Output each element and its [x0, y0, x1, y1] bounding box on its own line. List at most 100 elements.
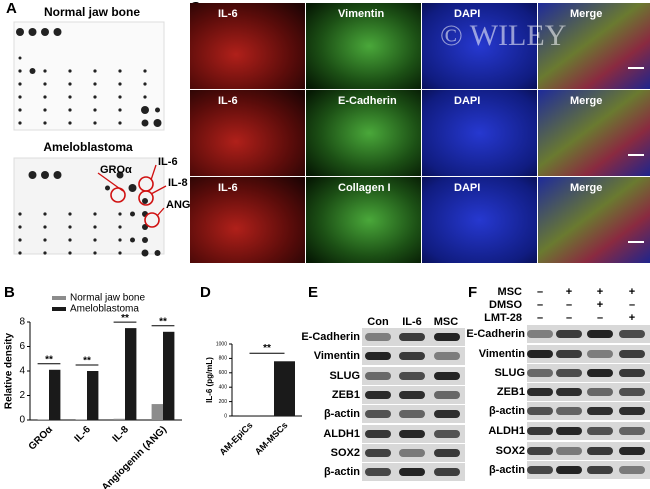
bar [151, 404, 163, 420]
array-dot [18, 225, 22, 229]
array-title: Ameloblastoma [43, 140, 133, 154]
blot-column-label: IL-6 [402, 316, 422, 328]
marker-label: GROα [100, 164, 132, 176]
condition-sign: – [566, 299, 572, 311]
stain-label: IL-6 [218, 182, 238, 194]
blot-band [587, 466, 613, 474]
condition-label: LMT-28 [484, 312, 522, 324]
panel-label: B [4, 284, 15, 301]
array-dot [43, 69, 47, 73]
stain-label: IL-6 [218, 95, 238, 107]
blot-band [587, 427, 613, 435]
blot-band [619, 466, 645, 474]
legend-label: Normal jaw bone [70, 293, 145, 304]
array-dot [43, 225, 47, 229]
blot-band [365, 430, 391, 438]
blot-band [527, 388, 553, 396]
marker-circle [138, 190, 154, 206]
blot-band [556, 447, 582, 455]
array-dot [141, 249, 149, 257]
array-membrane [13, 21, 165, 131]
blot-band [527, 447, 553, 455]
y-axis-label: IL-6 (pg/mL) [205, 357, 214, 403]
panel-label: A [6, 0, 17, 17]
blot-strip [362, 444, 465, 462]
micrograph [190, 177, 305, 263]
array-dot [28, 171, 37, 179]
legend-label: Ameloblastoma [70, 304, 139, 315]
blot-row-label: SLUG [494, 367, 525, 379]
array-dot [118, 95, 122, 99]
blot-band [527, 427, 553, 435]
array-dot [68, 225, 72, 229]
marker-label: IL-8 [168, 177, 188, 189]
significance: ** [159, 316, 167, 327]
blot-band [556, 350, 582, 358]
array-dot [141, 119, 149, 127]
array-dot [118, 69, 122, 73]
blot-band [587, 407, 613, 415]
stain-label: Merge [570, 182, 602, 194]
condition-sign: – [566, 312, 572, 324]
array-dot [18, 238, 22, 242]
array-dot [118, 82, 122, 86]
array-dot [68, 69, 72, 73]
blot-band [556, 388, 582, 396]
y-tick-label: 800 [219, 356, 228, 362]
y-tick-label: 6 [19, 341, 25, 352]
blot-row-label: Vimentin [314, 350, 361, 362]
marker-label: IL-6 [158, 156, 178, 168]
array-dot [154, 250, 161, 256]
blot-band [365, 372, 391, 380]
micrograph [538, 90, 650, 176]
condition-sign: + [629, 312, 635, 324]
y-tick-label: 8 [19, 317, 25, 328]
legend-swatch [52, 307, 66, 311]
array-dot [18, 251, 22, 255]
blot-band [556, 427, 582, 435]
condition-sign: – [629, 299, 635, 311]
stain-label: IL-6 [218, 8, 238, 20]
array-dot [53, 171, 62, 179]
stain-label: Vimentin [338, 8, 385, 20]
array-dot [18, 69, 22, 73]
array-dot [143, 95, 147, 99]
blot-band [365, 468, 391, 476]
array-dot [93, 251, 97, 255]
significance: ** [83, 356, 91, 367]
panel-label: E [308, 284, 318, 301]
micrograph [306, 3, 421, 89]
blot-band [619, 388, 645, 396]
blot-band [399, 430, 425, 438]
condition-label: DMSO [489, 299, 522, 311]
blot-row-label: SOX2 [496, 445, 525, 457]
blot-band [434, 372, 460, 380]
blot-band [399, 468, 425, 476]
array-dot [93, 69, 97, 73]
significance: ** [263, 343, 271, 354]
y-axis-label: Relative density [4, 332, 15, 409]
blot-row-label: E-Cadherin [466, 328, 525, 340]
blot-band [619, 350, 645, 358]
blot-band [556, 407, 582, 415]
bar [113, 418, 125, 420]
blot-row-label: SOX2 [331, 447, 360, 459]
bar [274, 361, 295, 416]
array-dot [68, 121, 72, 125]
marker-label: ANG [166, 199, 190, 211]
array-dot [118, 238, 122, 242]
blot-band [434, 430, 460, 438]
blot-row-label: β-actin [489, 405, 525, 417]
micrograph [538, 3, 650, 89]
blot-band [527, 330, 553, 338]
array-dot [142, 237, 148, 243]
micrograph [306, 90, 421, 176]
y-tick-label: 400 [219, 385, 228, 391]
blot-band [434, 352, 460, 360]
condition-sign: – [537, 299, 543, 311]
condition-sign: + [566, 286, 572, 298]
blot-band [587, 330, 613, 338]
blot-band [587, 350, 613, 358]
